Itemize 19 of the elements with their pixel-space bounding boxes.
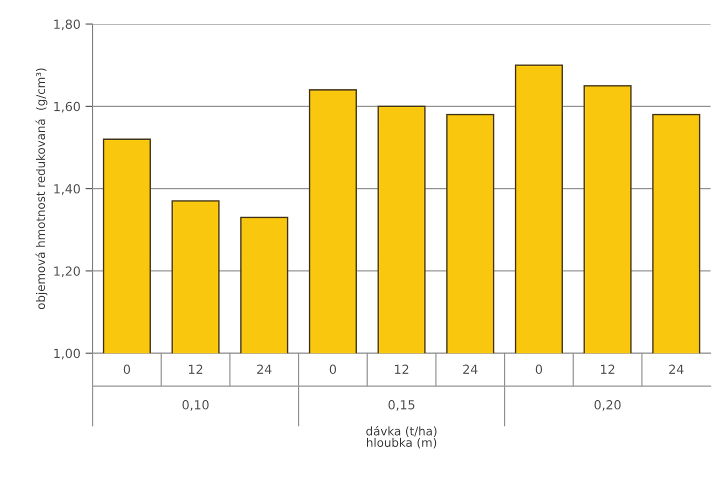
y-tick-label: 1,20 [54, 266, 80, 278]
text: 0,15 [388, 400, 414, 411]
y-tick-label: 1,80 [54, 20, 80, 30]
y-axis-title: objemová hmotnost redukovaná (g/cm³) [35, 68, 48, 310]
y-tick-label: 1,40 [54, 184, 80, 195]
x-tick-label: 24 [257, 364, 272, 374]
x-tick-label: 0 [536, 364, 542, 374]
x-tick-label: 12 [188, 364, 202, 374]
x-tick-label: 24 [463, 364, 478, 374]
x-tick-label: 12 [600, 364, 614, 374]
text: 0,20 [594, 400, 621, 411]
x-tick-label: 0 [124, 364, 130, 374]
text: 0,10 [182, 400, 209, 411]
y-tick-label: 1,00 [54, 348, 80, 360]
x-tick-label: 12 [394, 364, 408, 374]
y-tick-label: 1,60 [54, 102, 80, 113]
x-tick-label: 24 [669, 364, 684, 374]
x-tick-label: 0 [330, 364, 336, 374]
x-axis-title: dávka (t/ha) hloubka (m) [366, 426, 436, 448]
